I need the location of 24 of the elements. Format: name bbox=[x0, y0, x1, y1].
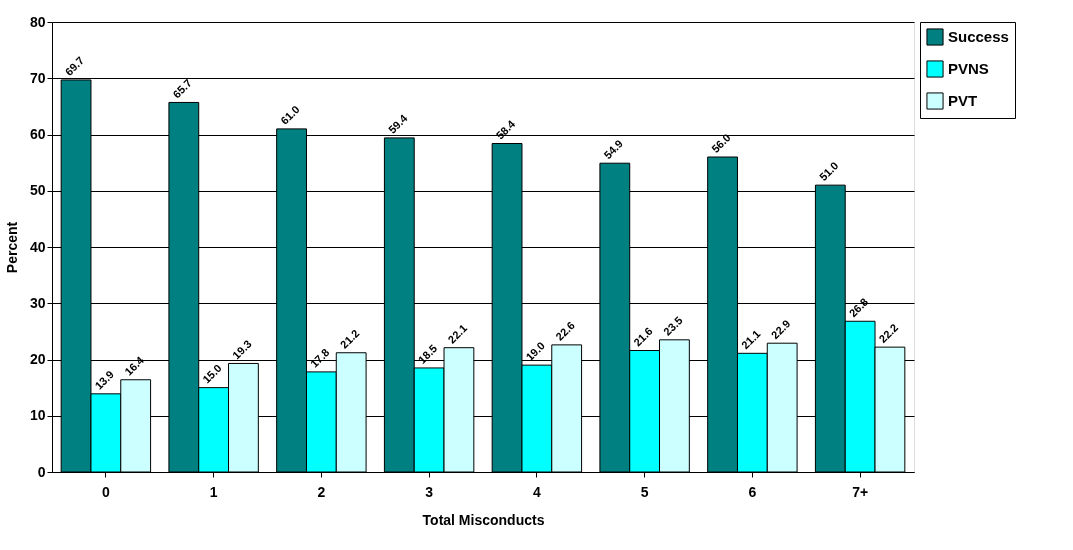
y-tick-label: 70 bbox=[29, 69, 46, 86]
y-tick-label: 80 bbox=[29, 13, 46, 30]
y-tick-label: 30 bbox=[29, 294, 46, 311]
data-label: 19.0 bbox=[523, 339, 548, 363]
y-tick-label: 10 bbox=[29, 407, 46, 424]
legend-label: Success bbox=[948, 28, 1009, 45]
x-tick-label: 6 bbox=[748, 483, 757, 500]
y-tick-label: 0 bbox=[37, 463, 46, 480]
x-tick-label: 5 bbox=[640, 483, 649, 500]
legend-label: PVT bbox=[948, 92, 978, 109]
y-tick-label: 40 bbox=[29, 238, 46, 255]
x-tick-label: 4 bbox=[532, 483, 541, 500]
x-tick-label: 7+ bbox=[852, 483, 869, 500]
x-tick-label: 2 bbox=[317, 483, 326, 500]
legend-label: PVNS bbox=[948, 60, 989, 77]
x-tick-label: 1 bbox=[209, 483, 218, 500]
y-tick-label: 50 bbox=[29, 182, 46, 199]
y-tick-label: 20 bbox=[29, 351, 46, 367]
x-axis-title: Total Misconducts bbox=[422, 511, 545, 528]
y-tick-label: 60 bbox=[29, 126, 46, 142]
y-axis-title: Percent bbox=[3, 221, 20, 274]
x-tick-label: 3 bbox=[425, 483, 434, 500]
data-label: 61.0 bbox=[278, 103, 302, 127]
x-tick-label: 0 bbox=[101, 483, 110, 500]
